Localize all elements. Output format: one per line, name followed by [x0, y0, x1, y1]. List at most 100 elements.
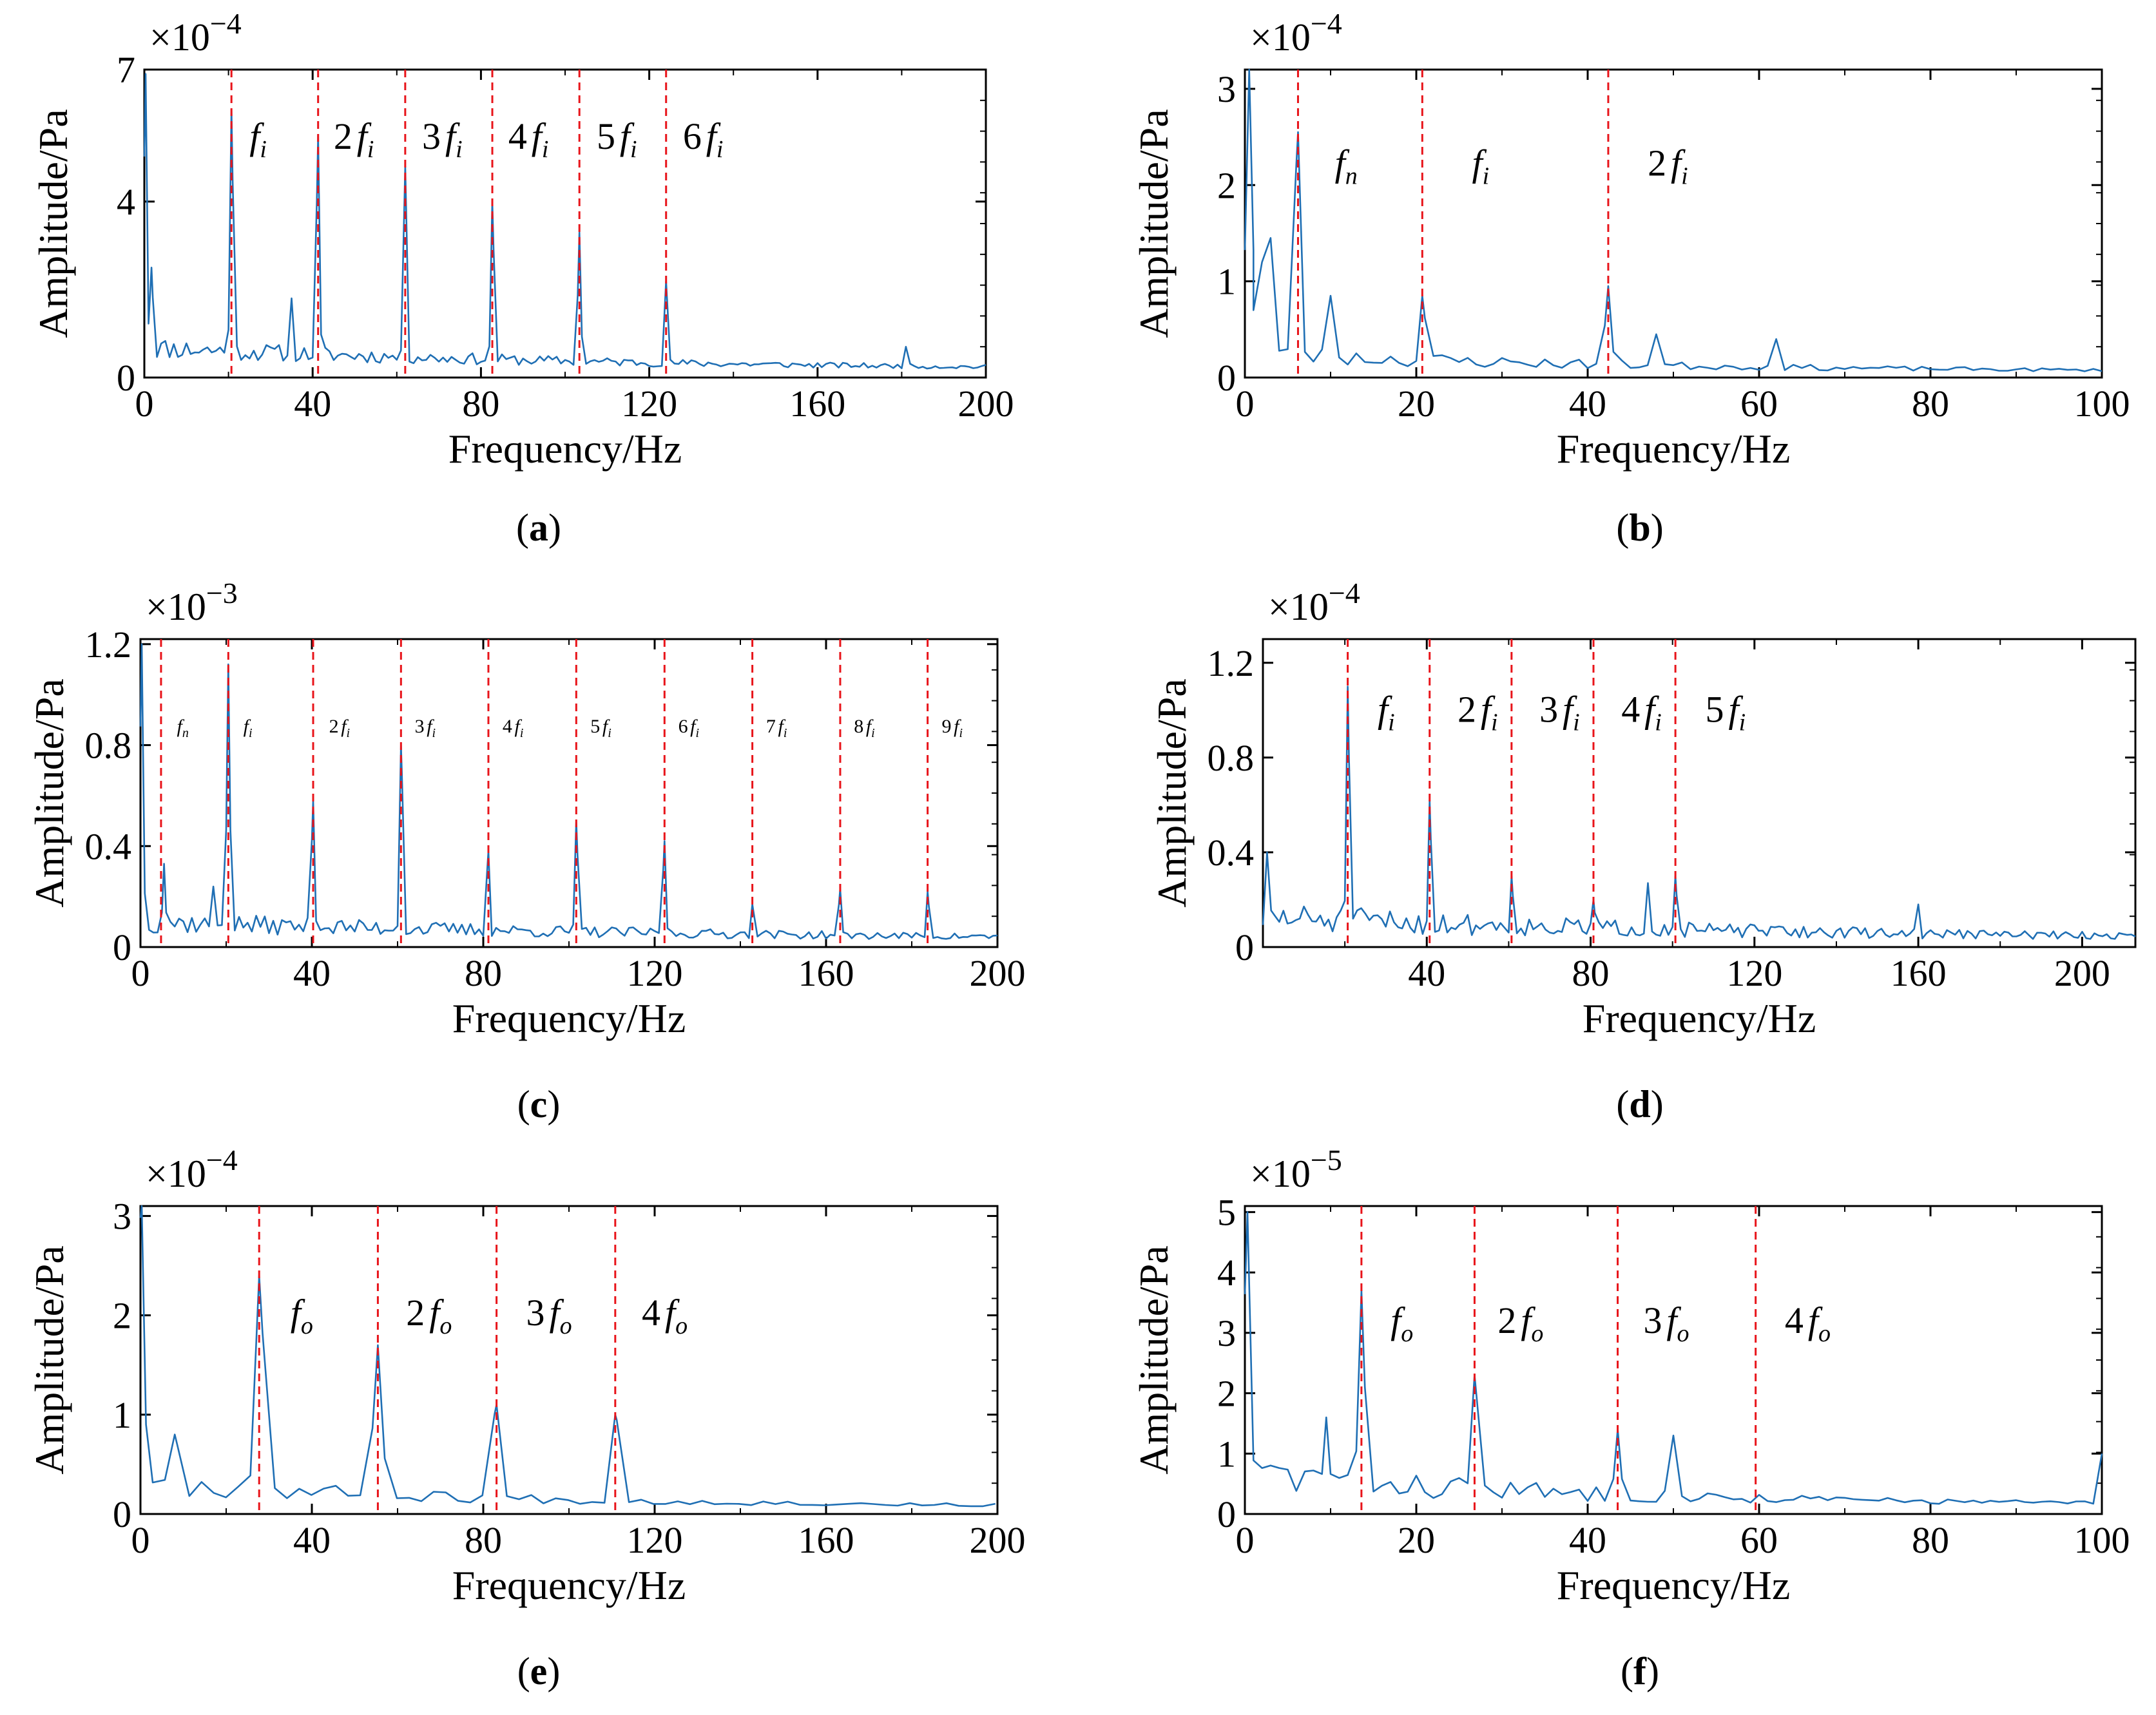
series-line-e — [139, 1205, 996, 1508]
x-tick-label: 80 — [465, 1519, 502, 1561]
harmonic-label: 3 fo — [526, 1292, 572, 1339]
x-tick-label: 200 — [2054, 952, 2110, 994]
series-line-f — [1244, 1211, 2103, 1505]
series-line-a — [143, 73, 987, 370]
x-tick-label: 0 — [131, 1519, 150, 1561]
axis-multiplier: ×10−3 — [146, 577, 238, 628]
y-axis-title: Amplitude/Pa — [1149, 678, 1195, 908]
caption-b: (b) — [1616, 506, 1664, 549]
x-axis-title: Frequency/Hz — [452, 995, 686, 1041]
y-tick-label: 0.4 — [85, 825, 132, 867]
plot-frame-f — [1244, 1205, 2103, 1515]
y-tick-label: 4 — [117, 181, 135, 223]
plot-frame-d — [1262, 638, 2137, 948]
harmonic-label: fi — [1472, 142, 1489, 189]
x-tick-label: 200 — [970, 952, 1026, 994]
x-tick-label: 100 — [2074, 1519, 2130, 1561]
x-tick-label: 40 — [294, 383, 331, 425]
axis-multiplier: ×10−4 — [146, 1144, 238, 1195]
harmonic-label: 4 fo — [642, 1292, 688, 1339]
axis-multiplier: ×10−4 — [149, 7, 242, 59]
x-tick-label: 40 — [1569, 383, 1606, 425]
harmonic-label: fi — [249, 115, 267, 163]
harmonic-label: fn — [1335, 142, 1358, 189]
x-axis-title: Frequency/Hz — [1557, 1562, 1791, 1608]
harmonic-label: 3 fi — [415, 716, 436, 740]
y-tick-label: 0 — [113, 1493, 131, 1535]
chart-b: 0 20 40 60 80 100 0 1 2 3 Frequency/Hz Amplitude/Pa… — [1131, 7, 2130, 472]
x-tick-label: 100 — [2074, 383, 2130, 425]
y-tick-label: 2 — [1217, 1373, 1236, 1415]
harmonic-label: 5 fi — [1706, 689, 1746, 736]
harmonic-label: 9 fi — [942, 716, 963, 740]
chart-f: 0 20 40 60 80 100 0 1 2 3 4 5 Frequency/Hz Amplitude/… — [1131, 1144, 2130, 1608]
x-tick-label: 0 — [1236, 1519, 1255, 1561]
y-tick-label: 0.8 — [85, 725, 132, 767]
x-tick-label: 0 — [135, 383, 154, 425]
y-tick-label: 1 — [113, 1394, 131, 1436]
series-line-c — [139, 643, 998, 940]
x-tick-label: 200 — [958, 383, 1014, 425]
harmonic-label: 7 fi — [766, 716, 787, 740]
harmonic-label: fn — [177, 716, 189, 740]
y-tick-label: 0 — [117, 357, 135, 399]
x-tick-label: 160 — [798, 952, 854, 994]
y-tick-label: 2 — [1217, 164, 1236, 206]
y-axis-title: Amplitude/Pa — [26, 678, 72, 908]
harmonic-label: 8 fi — [854, 716, 875, 740]
caption-a: (a) — [516, 506, 561, 549]
x-tick-label: 160 — [798, 1519, 854, 1561]
x-tick-label: 200 — [970, 1519, 1026, 1561]
caption-c: (c) — [517, 1083, 561, 1126]
y-tick-label: 1.2 — [1208, 642, 1255, 684]
chart-d: 40 80 120 160 200 0 0.4 0.8 1.2 Frequency/Hz Ampli… — [1149, 577, 2137, 1041]
y-tick-label: 7 — [117, 49, 135, 91]
y-tick-label: 1 — [1217, 1433, 1236, 1475]
y-tick-label: 3 — [113, 1195, 131, 1237]
chart-c: 0 40 80 120 160 200 0 0.4 0.8 1.2 Frequency/Hz Ampl… — [26, 577, 1026, 1041]
x-axis-title: Frequency/Hz — [1557, 426, 1791, 472]
x-tick-label: 80 — [465, 952, 502, 994]
y-tick-label: 4 — [1217, 1252, 1236, 1294]
x-axis-title: Frequency/Hz — [1583, 995, 1816, 1041]
x-tick-label: 0 — [1236, 383, 1255, 425]
x-tick-label: 80 — [1912, 1519, 1949, 1561]
harmonic-label: 3 fi — [1539, 689, 1580, 736]
y-axis-title: Amplitude/Pa — [26, 1245, 72, 1475]
x-axis-title: Frequency/Hz — [452, 1562, 686, 1608]
y-tick-label: 3 — [1217, 1312, 1236, 1354]
x-tick-label: 120 — [621, 383, 677, 425]
plot-frame-c — [139, 638, 999, 948]
x-tick-label: 160 — [789, 383, 845, 425]
y-tick-label: 0 — [1235, 926, 1254, 968]
x-tick-label: 40 — [293, 952, 331, 994]
harmonic-label: 2 fi — [329, 716, 351, 740]
harmonic-label: fi — [244, 716, 253, 740]
axis-multiplier: ×10−4 — [1268, 577, 1360, 628]
x-tick-label: 40 — [293, 1519, 331, 1561]
axis-multiplier: ×10−5 — [1250, 1144, 1342, 1195]
y-tick-label: 5 — [1217, 1191, 1236, 1233]
y-tick-label: 2 — [113, 1295, 131, 1337]
caption-d: (d) — [1616, 1083, 1664, 1126]
y-tick-label: 0.4 — [1208, 832, 1255, 874]
x-tick-label: 60 — [1740, 383, 1778, 425]
plot-frame-b — [1244, 68, 2103, 379]
x-tick-label: 40 — [1569, 1519, 1606, 1561]
caption-f: (f) — [1621, 1650, 1659, 1692]
series-line-b — [1244, 68, 2103, 372]
harmonic-label: 4 fi — [508, 115, 549, 163]
x-tick-label: 160 — [1891, 952, 1947, 994]
harmonic-label: fo — [1391, 1299, 1413, 1347]
x-tick-label: 80 — [1912, 383, 1949, 425]
chart-e: 0 40 80 120 160 200 0 1 2 3 Frequency/Hz Amplitude/… — [26, 1144, 1026, 1608]
harmonic-label: 2 fi — [1648, 142, 1688, 189]
x-tick-label: 20 — [1398, 1519, 1435, 1561]
x-axis-title: Frequency/Hz — [448, 426, 682, 472]
x-tick-label: 80 — [1572, 952, 1610, 994]
y-tick-label: 0 — [113, 926, 131, 968]
harmonic-label: fi — [1378, 689, 1395, 736]
harmonic-label: 6 fi — [683, 115, 724, 163]
x-tick-label: 120 — [627, 952, 683, 994]
